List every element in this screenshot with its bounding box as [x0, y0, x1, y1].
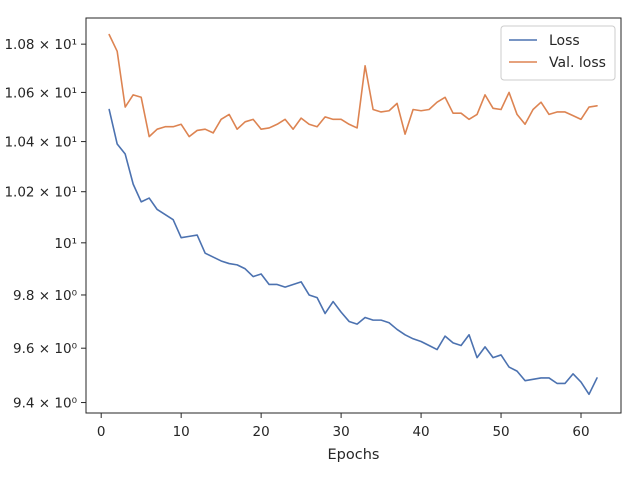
- x-tick-label: 40: [412, 424, 429, 440]
- x-tick-label: 10: [173, 424, 190, 440]
- y-tick-label: 1.08 × 10¹: [4, 37, 77, 53]
- legend-label: Loss: [549, 33, 580, 49]
- series-layer: [108, 33, 598, 396]
- y-tick-label: 9.6 × 10⁰: [13, 341, 77, 357]
- y-axis: 9.4 × 10⁰ 9.6 × 10⁰ 9.8 × 10⁰ 10¹ 1.02 × 10¹…: [4, 37, 86, 412]
- plot-frame: [85, 17, 622, 414]
- x-tick-label: 0: [97, 424, 106, 440]
- x-tick-label: 30: [333, 424, 350, 440]
- y-tick-label: 1.04 × 10¹: [4, 135, 77, 151]
- x-axis: 0 10 20 30 40 50 60: [97, 413, 590, 440]
- y-tick-label: 1.02 × 10¹: [4, 185, 77, 201]
- y-tick-label: 9.8 × 10⁰: [13, 288, 77, 304]
- series-line-loss: [108, 108, 598, 396]
- y-tick-label: 10¹: [54, 236, 77, 252]
- y-tick-label: 1.06 × 10¹: [4, 85, 77, 101]
- legend-label: Val. loss: [549, 55, 606, 71]
- x-tick-label: 20: [253, 424, 270, 440]
- x-axis-label: Epochs: [328, 447, 380, 463]
- series-line-val-loss: [108, 33, 598, 138]
- legend: Loss Val. loss: [500, 25, 616, 81]
- y-tick-label: 9.4 × 10⁰: [13, 396, 77, 412]
- x-tick-label: 50: [492, 424, 509, 440]
- x-tick-label: 60: [572, 424, 589, 440]
